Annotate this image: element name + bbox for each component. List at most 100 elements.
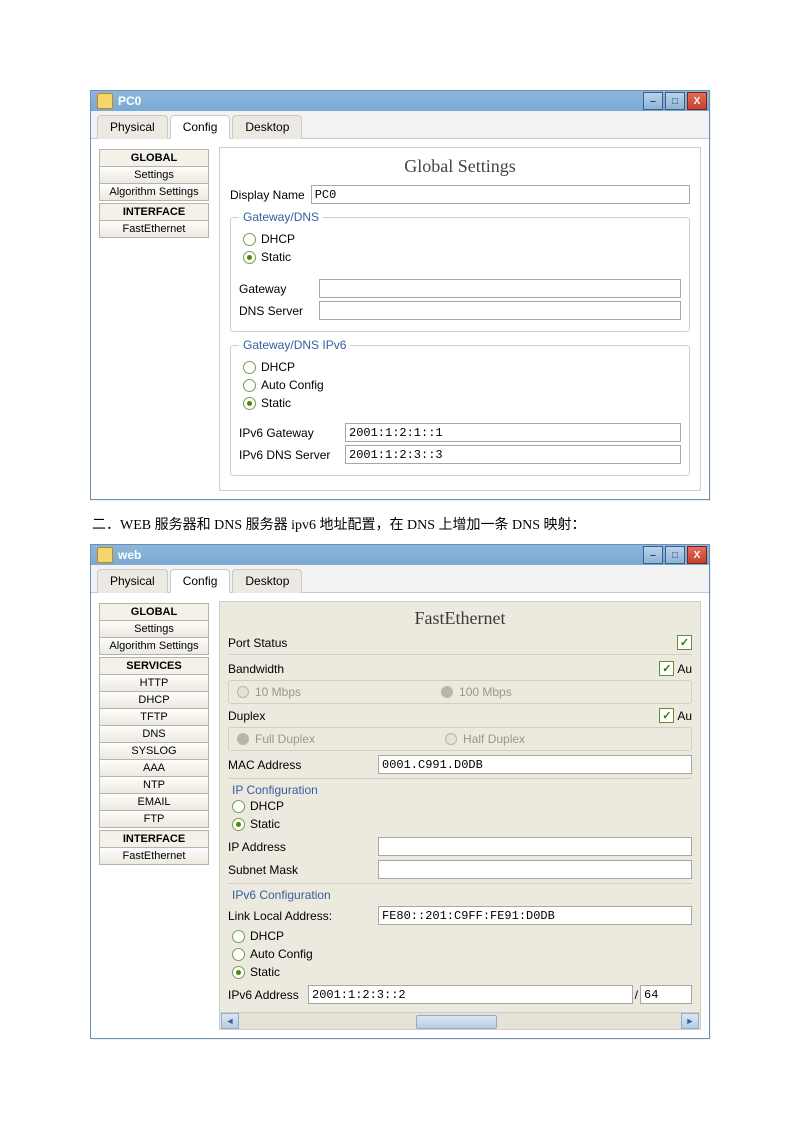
window-pc0: PC0 – □ X Physical Config Desktop GLOBAL… xyxy=(90,90,710,500)
ipv6-dns-input[interactable] xyxy=(345,445,681,464)
link-local-address-input[interactable] xyxy=(378,906,692,925)
dns-server-label: DNS Server xyxy=(239,304,313,318)
tab-physical[interactable]: Physical xyxy=(97,569,168,593)
window-title: web xyxy=(118,548,141,562)
radio-ip-static[interactable]: Static xyxy=(232,817,692,831)
duplex-label: Duplex xyxy=(228,709,655,723)
ipv6-prefix-input[interactable] xyxy=(640,985,692,1004)
sidebar-item-algorithm-settings[interactable]: Algorithm Settings xyxy=(99,183,209,201)
sidebar-item-fastethernet[interactable]: FastEthernet xyxy=(99,847,209,865)
sidebar-item-ntp[interactable]: NTP xyxy=(99,776,209,794)
legend-gateway-dns-ipv6: Gateway/DNS IPv6 xyxy=(239,338,350,352)
titlebar[interactable]: web – □ X xyxy=(91,545,709,565)
tabstrip: Physical Config Desktop xyxy=(91,111,709,139)
radio-ipv6-auto[interactable]: Auto Config xyxy=(243,378,681,392)
horizontal-scrollbar[interactable]: ◄ ► xyxy=(220,1012,700,1029)
sidebar-header-interface: INTERFACE xyxy=(99,830,209,848)
opt-10mbps[interactable]: 10 Mbps xyxy=(237,685,301,699)
gateway-label: Gateway xyxy=(239,282,313,296)
sidebar-item-syslog[interactable]: SYSLOG xyxy=(99,742,209,760)
radio-ip-dhcp[interactable]: DHCP xyxy=(232,799,692,813)
sidebar-header-services: SERVICES xyxy=(99,657,209,675)
bandwidth-label: Bandwidth xyxy=(228,662,655,676)
ipv6-gateway-label: IPv6 Gateway xyxy=(239,426,339,440)
ip-address-input[interactable] xyxy=(378,837,692,856)
mac-address-input[interactable] xyxy=(378,755,692,774)
minimize-button[interactable]: – xyxy=(643,546,663,564)
radio-ipv6-dhcp[interactable]: DHCP xyxy=(243,360,681,374)
port-status-checkbox[interactable]: ✓ xyxy=(677,635,692,650)
main-panel: Global Settings Display Name Gateway/DNS… xyxy=(219,147,701,491)
ipv6-configuration-legend: IPv6 Configuration xyxy=(232,888,692,902)
sidebar: GLOBAL Settings Algorithm Settings SERVI… xyxy=(99,601,209,1030)
link-local-address-label: Link Local Address: xyxy=(228,909,378,923)
sidebar: GLOBAL Settings Algorithm Settings INTER… xyxy=(99,147,209,491)
tabstrip: Physical Config Desktop xyxy=(91,565,709,593)
display-name-input[interactable] xyxy=(311,185,690,204)
radio-ipv6-auto[interactable]: Auto Config xyxy=(232,947,692,961)
radio-dhcp[interactable]: DHCP xyxy=(243,232,681,246)
tab-desktop[interactable]: Desktop xyxy=(232,569,302,593)
sidebar-item-algorithm-settings[interactable]: Algorithm Settings xyxy=(99,637,209,655)
scroll-thumb[interactable] xyxy=(416,1015,497,1029)
sidebar-item-settings[interactable]: Settings xyxy=(99,620,209,638)
duplex-auto-checkbox[interactable]: ✓ xyxy=(659,708,674,723)
main-panel: FastEthernet Port Status ✓ Bandwidth ✓ A… xyxy=(219,601,701,1030)
close-button[interactable]: X xyxy=(687,92,707,110)
opt-half-duplex[interactable]: Half Duplex xyxy=(445,732,525,746)
close-button[interactable]: X xyxy=(687,546,707,564)
sidebar-item-dhcp[interactable]: DHCP xyxy=(99,691,209,709)
sidebar-item-ftp[interactable]: FTP xyxy=(99,810,209,828)
ipv6-address-label: IPv6 Address xyxy=(228,988,308,1002)
sidebar-item-tftp[interactable]: TFTP xyxy=(99,708,209,726)
tab-config[interactable]: Config xyxy=(170,115,231,139)
caption-text: 二．WEB 服务器和 DNS 服务器 ipv6 地址配置，在 DNS 上增加一条… xyxy=(92,514,708,534)
dns-server-input[interactable] xyxy=(319,301,681,320)
sidebar-item-aaa[interactable]: AAA xyxy=(99,759,209,777)
panel-title: Global Settings xyxy=(230,156,690,177)
duplex-options: Full Duplex Half Duplex xyxy=(228,727,692,751)
ipv6-dns-label: IPv6 DNS Server xyxy=(239,448,339,462)
radio-static[interactable]: Static xyxy=(243,250,681,264)
mac-address-label: MAC Address xyxy=(228,758,378,772)
bandwidth-options: 10 Mbps 100 Mbps xyxy=(228,680,692,704)
bandwidth-auto-checkbox[interactable]: ✓ xyxy=(659,661,674,676)
scroll-right-icon[interactable]: ► xyxy=(681,1013,699,1029)
sidebar-item-http[interactable]: HTTP xyxy=(99,674,209,692)
legend-gateway-dns: Gateway/DNS xyxy=(239,210,323,224)
maximize-button[interactable]: □ xyxy=(665,546,685,564)
minimize-button[interactable]: – xyxy=(643,92,663,110)
gateway-input[interactable] xyxy=(319,279,681,298)
radio-ipv6-dhcp[interactable]: DHCP xyxy=(232,929,692,943)
radio-ipv6-static[interactable]: Static xyxy=(232,965,692,979)
opt-100mbps[interactable]: 100 Mbps xyxy=(441,685,512,699)
sidebar-item-dns[interactable]: DNS xyxy=(99,725,209,743)
tab-physical[interactable]: Physical xyxy=(97,115,168,139)
scroll-left-icon[interactable]: ◄ xyxy=(221,1013,239,1029)
bandwidth-auto-label: Au xyxy=(677,662,692,676)
scroll-track[interactable] xyxy=(240,1014,680,1028)
app-icon xyxy=(97,547,113,563)
sidebar-item-fastethernet[interactable]: FastEthernet xyxy=(99,220,209,238)
sidebar-header-global: GLOBAL xyxy=(99,149,209,167)
subnet-mask-input[interactable] xyxy=(378,860,692,879)
ipv6-gateway-input[interactable] xyxy=(345,423,681,442)
tab-desktop[interactable]: Desktop xyxy=(232,115,302,139)
ipv6-address-input[interactable] xyxy=(308,985,633,1004)
fieldset-gateway-dns: Gateway/DNS DHCP Static Gateway DNS Serv… xyxy=(230,210,690,332)
display-name-label: Display Name xyxy=(230,188,305,202)
duplex-auto-label: Au xyxy=(677,709,692,723)
fieldset-gateway-dns-ipv6: Gateway/DNS IPv6 DHCP Auto Config Static… xyxy=(230,338,690,476)
titlebar[interactable]: PC0 – □ X xyxy=(91,91,709,111)
opt-full-duplex[interactable]: Full Duplex xyxy=(237,732,315,746)
radio-ipv6-static[interactable]: Static xyxy=(243,396,681,410)
app-icon xyxy=(97,93,113,109)
ip-configuration-legend: IP Configuration xyxy=(232,783,692,797)
sidebar-item-email[interactable]: EMAIL xyxy=(99,793,209,811)
window-title: PC0 xyxy=(118,94,141,108)
maximize-button[interactable]: □ xyxy=(665,92,685,110)
sidebar-header-interface: INTERFACE xyxy=(99,203,209,221)
tab-config[interactable]: Config xyxy=(170,569,231,593)
sidebar-item-settings[interactable]: Settings xyxy=(99,166,209,184)
window-web: web – □ X Physical Config Desktop GLOBAL… xyxy=(90,544,710,1039)
